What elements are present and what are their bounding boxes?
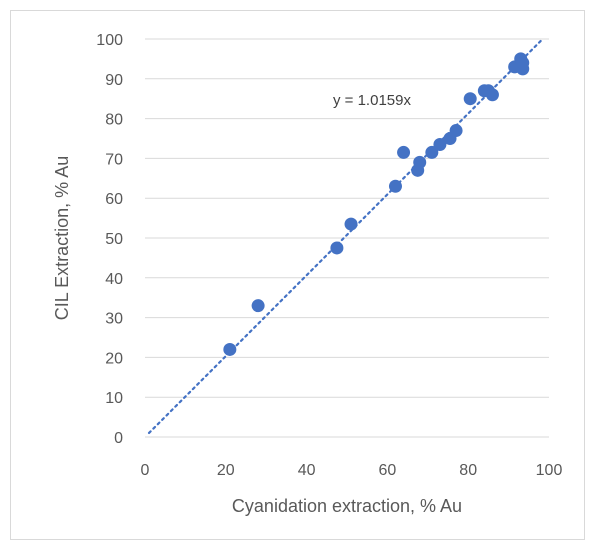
x-tick-label: 40 — [298, 462, 316, 479]
data-point — [344, 217, 358, 231]
trendline-equation-label: y = 1.0159x — [333, 92, 411, 109]
x-tick-label: 20 — [217, 462, 235, 479]
x-tick-labels: 0 20 40 60 80 100 — [141, 462, 563, 479]
data-point — [251, 299, 265, 313]
x-tick-label: 100 — [536, 462, 563, 479]
data-point — [485, 88, 499, 102]
grid-layer — [145, 38, 549, 398]
x-tick-label: 0 — [141, 462, 150, 479]
y-tick-label: 90 — [105, 72, 123, 89]
y-tick-label: 100 — [96, 32, 123, 49]
data-point — [397, 145, 411, 159]
data-point — [388, 179, 402, 193]
data-point — [449, 124, 463, 138]
data-point — [425, 145, 439, 159]
y-tick-labels: 0 10 20 30 40 50 60 70 80 90 100 — [96, 32, 123, 447]
data-points — [223, 52, 530, 356]
y-tick-label: 20 — [105, 350, 123, 367]
data-point — [433, 137, 447, 151]
y-axis-label: CIL Extraction, % Au — [52, 156, 72, 320]
data-point — [330, 241, 344, 255]
y-tick-label: 0 — [114, 430, 123, 447]
y-tick-label: 50 — [105, 231, 123, 248]
x-tick-label: 60 — [379, 462, 397, 479]
data-point — [223, 342, 237, 356]
y-tick-label: 10 — [105, 390, 123, 407]
y-tick-label: 70 — [105, 151, 123, 168]
x-axis-label: Cyanidation extraction, % Au — [232, 496, 462, 516]
y-tick-label: 60 — [105, 191, 123, 208]
y-tick-label: 40 — [105, 271, 123, 288]
trendline — [147, 37, 544, 435]
x-tick-label: 80 — [459, 462, 477, 479]
data-point — [413, 155, 427, 169]
y-tick-label: 80 — [105, 112, 123, 129]
data-point — [463, 92, 477, 106]
y-tick-label: 30 — [105, 311, 123, 328]
data-point — [516, 56, 530, 70]
